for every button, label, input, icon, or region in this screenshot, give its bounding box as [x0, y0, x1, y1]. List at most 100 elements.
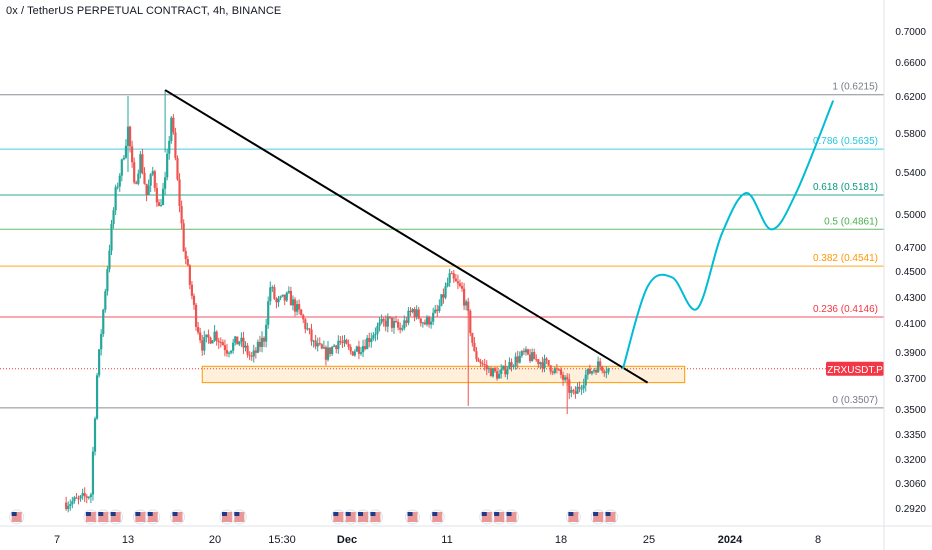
- us-flag-icon: [343, 509, 359, 525]
- candle-body: [234, 336, 237, 343]
- candle-body: [211, 340, 214, 344]
- flag-canton: [234, 512, 240, 516]
- candle-body: [442, 294, 445, 298]
- candle-body: [452, 273, 455, 279]
- candle-body: [265, 324, 268, 342]
- candle-body: [89, 494, 92, 498]
- candle-body: [232, 342, 235, 351]
- candle-body: [207, 334, 210, 338]
- candle-body: [227, 352, 231, 354]
- candle-body: [584, 374, 587, 386]
- candle-body: [586, 368, 589, 375]
- candle-body: [541, 362, 544, 369]
- candle-body: [182, 223, 185, 252]
- candle-body: [361, 346, 365, 353]
- candle-body: [324, 347, 328, 360]
- candle-body: [372, 335, 375, 339]
- time-tick-label: 7: [54, 534, 60, 546]
- candle-body: [390, 317, 394, 328]
- fib-level-label: 0.618 (0.5181): [813, 182, 878, 193]
- candle-body: [434, 309, 437, 313]
- candle-body: [384, 320, 387, 327]
- candle-body: [180, 205, 183, 224]
- candle-body: [407, 310, 410, 323]
- candle-body: [217, 340, 220, 343]
- candle-body: [223, 345, 227, 351]
- candle-body: [238, 341, 241, 345]
- candle-body: [524, 349, 528, 353]
- symbol-price-tag: ZRXUSDT.P: [826, 361, 884, 376]
- candle-body: [118, 175, 121, 187]
- candle-body: [176, 158, 179, 180]
- us-flag-icon: [479, 509, 495, 525]
- price-tick-label: 0.5400: [895, 168, 926, 179]
- candle-body: [314, 340, 317, 347]
- support-zone-box: [201, 365, 686, 384]
- descending-trendline: [164, 89, 649, 384]
- candle-body: [479, 361, 482, 364]
- candle-body: [491, 368, 495, 377]
- candle-body: [588, 368, 591, 374]
- candle-body: [578, 386, 581, 389]
- candle-body: [537, 359, 540, 365]
- candle-body: [495, 371, 499, 379]
- price-tick-label: 0.5000: [895, 210, 926, 221]
- candle-body: [456, 281, 460, 284]
- us-flag-icon: [355, 509, 371, 525]
- flag-canton: [85, 512, 91, 516]
- fib-level-label: 0 (0.3507): [832, 395, 878, 406]
- candle-body: [549, 365, 552, 372]
- candle-body: [122, 157, 125, 160]
- candle-body: [458, 283, 462, 286]
- candle-body: [143, 172, 146, 184]
- candle-body: [568, 379, 571, 393]
- candle-body: [273, 287, 276, 299]
- candle-body: [139, 154, 142, 174]
- candle-body: [421, 322, 424, 324]
- candle-body: [576, 386, 579, 394]
- candle-body: [427, 316, 431, 325]
- candle-body: [403, 320, 406, 329]
- candle-body: [155, 187, 158, 203]
- candle-body: [555, 368, 558, 370]
- candle-body: [279, 296, 282, 299]
- candle-body: [333, 345, 336, 347]
- candle-body: [71, 501, 74, 505]
- flag-canton: [370, 512, 376, 516]
- candle-body: [353, 351, 356, 356]
- candle-body: [392, 320, 396, 328]
- candle-body: [77, 498, 80, 500]
- us-flag-icon: [429, 509, 445, 525]
- candle-body: [98, 349, 101, 376]
- time-tick-label: 25: [643, 534, 655, 546]
- candle-body: [295, 304, 299, 312]
- candle-body: [283, 294, 286, 301]
- candle-body: [401, 328, 404, 330]
- candle-body: [397, 321, 400, 328]
- candle-body: [535, 359, 538, 361]
- price-tick-label: 0.3200: [895, 455, 926, 466]
- fib-level-label: 0.382 (0.4541): [813, 253, 878, 264]
- candle-body: [508, 362, 511, 370]
- candle-body: [355, 346, 358, 352]
- candle-body: [153, 171, 156, 188]
- candle-body: [275, 298, 278, 303]
- candle-body: [366, 337, 369, 350]
- candle-body: [318, 343, 321, 345]
- flag-canton: [221, 512, 227, 516]
- flag-canton: [506, 512, 512, 516]
- candle-body: [95, 375, 99, 419]
- us-flag-icon: [9, 509, 25, 525]
- price-tick-label: 0.6600: [895, 58, 926, 69]
- candle-body: [432, 312, 435, 322]
- candle-body: [425, 316, 429, 325]
- time-tick-label: 18: [555, 534, 567, 546]
- candle-body: [405, 320, 408, 323]
- candle-body: [326, 347, 330, 360]
- flag-canton: [11, 512, 17, 516]
- time-tick-label: 11: [441, 534, 452, 546]
- candle-body: [559, 369, 563, 375]
- candle-body: [597, 361, 600, 373]
